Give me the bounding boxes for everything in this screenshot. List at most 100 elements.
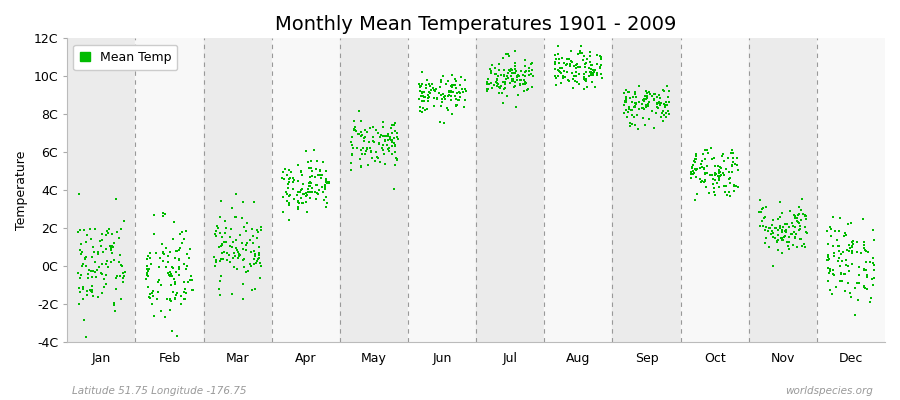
Point — [832, 243, 847, 250]
Point — [96, 276, 111, 283]
Point — [315, 184, 329, 190]
Point — [860, 249, 875, 255]
Point — [504, 73, 518, 80]
Point — [354, 163, 368, 169]
Point — [626, 94, 641, 100]
Point — [140, 263, 154, 269]
Point — [659, 99, 673, 106]
Point — [641, 103, 655, 109]
Point — [419, 106, 434, 112]
Point — [387, 122, 401, 128]
Point — [706, 184, 721, 191]
Point — [142, 255, 157, 261]
Point — [706, 154, 721, 161]
Point — [717, 183, 732, 190]
Point — [95, 231, 110, 237]
Point — [116, 278, 130, 285]
Point — [357, 135, 372, 141]
Point — [163, 248, 177, 255]
Point — [291, 162, 305, 168]
Point — [172, 256, 186, 262]
Point — [628, 100, 643, 106]
Point — [116, 273, 130, 279]
Point — [770, 238, 784, 244]
Point — [415, 88, 429, 95]
Point — [441, 91, 455, 98]
Point — [375, 145, 390, 152]
Point — [143, 295, 157, 301]
Point — [821, 252, 835, 258]
Point — [418, 94, 432, 100]
Point — [823, 287, 837, 293]
Point — [318, 182, 332, 188]
Point — [582, 69, 597, 75]
Point — [556, 60, 571, 66]
Point — [182, 255, 196, 262]
Point — [724, 149, 739, 156]
Point — [458, 97, 473, 103]
Point — [143, 290, 157, 297]
Point — [569, 73, 583, 79]
Point — [146, 293, 160, 300]
Point — [345, 151, 359, 158]
Point — [293, 189, 308, 196]
Point — [853, 250, 868, 256]
Point — [577, 74, 591, 81]
Point — [828, 228, 842, 234]
Point — [582, 65, 597, 71]
Point — [442, 88, 456, 94]
Point — [775, 229, 789, 235]
Point — [212, 286, 227, 292]
Point — [766, 263, 780, 269]
Point — [689, 152, 704, 159]
Point — [170, 333, 184, 340]
Point — [433, 119, 447, 126]
Point — [421, 94, 436, 101]
Point — [508, 79, 523, 86]
Point — [181, 279, 195, 285]
Point — [175, 229, 189, 235]
Point — [844, 250, 859, 256]
Point — [577, 75, 591, 82]
Point — [647, 95, 662, 102]
Point — [638, 96, 652, 102]
Point — [70, 228, 85, 235]
Point — [79, 254, 94, 260]
Point — [638, 87, 652, 94]
Point — [505, 66, 519, 73]
Point — [447, 82, 462, 88]
Point — [109, 286, 123, 292]
Point — [225, 205, 239, 212]
Point — [481, 80, 495, 87]
Point — [522, 68, 536, 74]
Point — [73, 288, 87, 295]
Point — [627, 100, 642, 106]
Point — [95, 261, 110, 268]
Point — [299, 147, 313, 154]
Point — [445, 84, 459, 90]
Point — [166, 264, 180, 271]
Point — [839, 261, 853, 268]
Point — [281, 181, 295, 188]
Point — [652, 99, 666, 106]
Point — [508, 66, 523, 72]
Point — [380, 132, 394, 139]
Point — [75, 249, 89, 255]
Point — [448, 76, 463, 82]
Point — [846, 241, 860, 248]
Point — [791, 220, 806, 227]
Point — [822, 270, 836, 276]
Point — [618, 98, 633, 104]
Point — [208, 263, 222, 269]
Point — [820, 277, 834, 284]
Point — [209, 259, 223, 265]
Point — [500, 72, 514, 79]
Point — [363, 145, 377, 151]
Point — [236, 257, 250, 263]
Point — [452, 97, 466, 103]
Point — [94, 242, 108, 249]
Point — [431, 90, 446, 96]
Point — [365, 134, 380, 140]
Point — [584, 72, 598, 78]
Point — [577, 71, 591, 77]
